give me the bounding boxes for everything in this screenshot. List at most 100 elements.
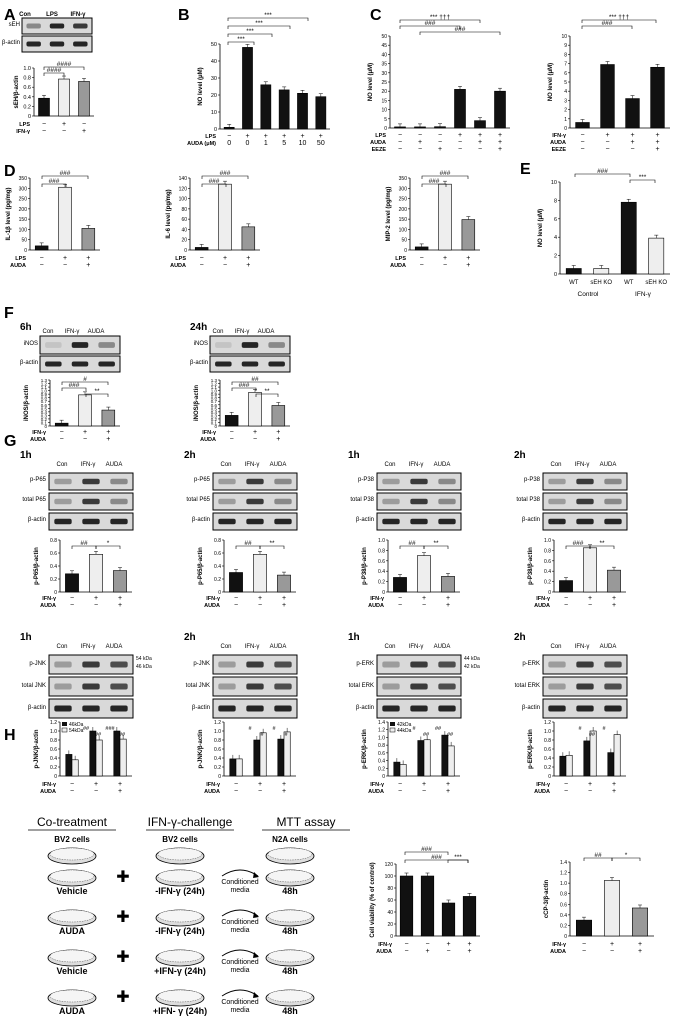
row-sign: − — [42, 128, 46, 135]
blot-band — [604, 661, 622, 668]
y-tick-label: 6 — [554, 217, 557, 223]
dish-top — [49, 847, 95, 861]
bar — [78, 81, 90, 117]
f-sig-a: ### — [231, 382, 257, 391]
dish — [47, 989, 97, 1007]
blot-band — [274, 661, 292, 668]
y-axis-label: iNOS/β-actin — [194, 385, 200, 421]
sig-mark: ### — [209, 178, 220, 185]
bar — [417, 555, 431, 593]
h-mid-label: -IFN-γ (24h) — [155, 886, 205, 896]
row-sign: + — [655, 132, 659, 139]
row-label: AUDA — [30, 437, 46, 443]
y-tick-label: 0.4 — [214, 564, 221, 570]
blot-band — [604, 498, 622, 505]
g2-col: Con — [220, 644, 231, 650]
sig-bracket — [404, 851, 449, 855]
sig-mark: ### — [69, 382, 80, 389]
dish-top — [267, 847, 313, 861]
g1-rows: IFN-γ − + +AUDA − − + — [368, 595, 450, 609]
y-tick-label: 1.0 — [378, 735, 385, 741]
y-tick-label: 30 — [381, 71, 387, 77]
legend-label: 46kDa — [69, 722, 84, 728]
g2-sig: ## — [435, 726, 442, 732]
f-blot-label: iNOS — [24, 341, 38, 347]
g2-blot-label: β-actin — [28, 705, 46, 711]
sig-mark: *** — [255, 20, 263, 27]
blot-band — [382, 518, 400, 525]
row-sign: + — [610, 941, 614, 948]
row-sign: + — [425, 948, 429, 955]
y-tick-label: 1.1 — [41, 385, 48, 390]
bar — [89, 553, 103, 593]
c-sig1: ### — [399, 20, 461, 29]
bar — [399, 875, 414, 937]
arrow-head-icon — [253, 912, 259, 918]
blot-band — [274, 518, 292, 525]
y-tick-label: 0.4 — [214, 756, 221, 762]
sig-bracket — [85, 393, 109, 397]
sig-mark: #### — [57, 61, 72, 68]
bar — [420, 875, 435, 937]
sig-bracket — [43, 66, 85, 70]
e-x-label: WT — [624, 280, 634, 286]
bar — [394, 126, 406, 129]
dish-top — [49, 989, 95, 1003]
g1-blot — [48, 492, 134, 511]
f-blot-actin — [39, 355, 121, 373]
bar — [414, 246, 429, 251]
dish-top — [157, 949, 203, 963]
bar — [620, 201, 637, 275]
sig-bracket — [41, 183, 67, 187]
g2-blot — [212, 654, 298, 675]
sig-mark: ### — [220, 170, 231, 177]
g1-blot-label: β-actin — [192, 517, 210, 523]
y-tick-label: 3 — [564, 98, 567, 104]
blot-band — [410, 498, 428, 505]
g1-blot — [212, 512, 298, 531]
y-tick-label: 0.8 — [560, 892, 567, 898]
row-sign: − — [94, 788, 98, 795]
blot-band — [215, 361, 232, 367]
blot-band — [438, 498, 456, 505]
blot-band — [382, 661, 400, 668]
y-axis-label: IL-6 level (pg/mg) — [166, 189, 172, 238]
blot-band — [45, 342, 62, 348]
row-sign: + — [467, 941, 471, 948]
b-chart: 0 10 20 30 40 50 NO level (μM) — [198, 42, 330, 133]
dish — [265, 909, 315, 927]
y-tick-label: 0 — [554, 272, 557, 278]
f-time-0: 6h — [20, 322, 32, 333]
sig-bracket — [255, 393, 279, 397]
blot-band — [604, 478, 622, 485]
row-sign: 0 — [246, 140, 250, 147]
row-sign: − — [630, 146, 634, 153]
h-via-chart: 0 20 40 60 80 100 120 Cell viability (% of cont… — [370, 862, 480, 940]
sig-bracket — [589, 545, 615, 549]
row-label: AUDA — [200, 437, 216, 443]
g2-blot — [48, 654, 134, 675]
g2-blot-label: total JNK — [22, 683, 46, 689]
row-sign: + — [282, 595, 286, 602]
row-sign: + — [498, 132, 502, 139]
blot-band — [274, 705, 292, 712]
f-actin-label: β-actin — [190, 360, 208, 366]
row-label: IFN-γ — [378, 942, 393, 948]
bar — [565, 268, 582, 275]
y-tick-label: 0 — [44, 424, 47, 429]
blot-band — [604, 518, 622, 525]
b-rows-lps: LPS − + + + + + — [205, 133, 323, 140]
row-label: AUDA — [534, 789, 550, 795]
y-tick-label: 80 — [387, 886, 393, 892]
sig-bracket — [447, 859, 469, 863]
sig-mark: ### — [573, 540, 584, 547]
y-tick-label: 0.4 — [378, 759, 385, 765]
row-sign: − — [420, 262, 424, 269]
blot-band — [45, 361, 62, 367]
row-sign: + — [612, 595, 616, 602]
y-tick-label: 0.4 — [560, 913, 567, 919]
y-tick-label: 0 — [548, 774, 551, 780]
y-tick-label: 0 — [54, 590, 57, 596]
bar — [218, 183, 232, 251]
legend-swatch — [390, 722, 395, 726]
